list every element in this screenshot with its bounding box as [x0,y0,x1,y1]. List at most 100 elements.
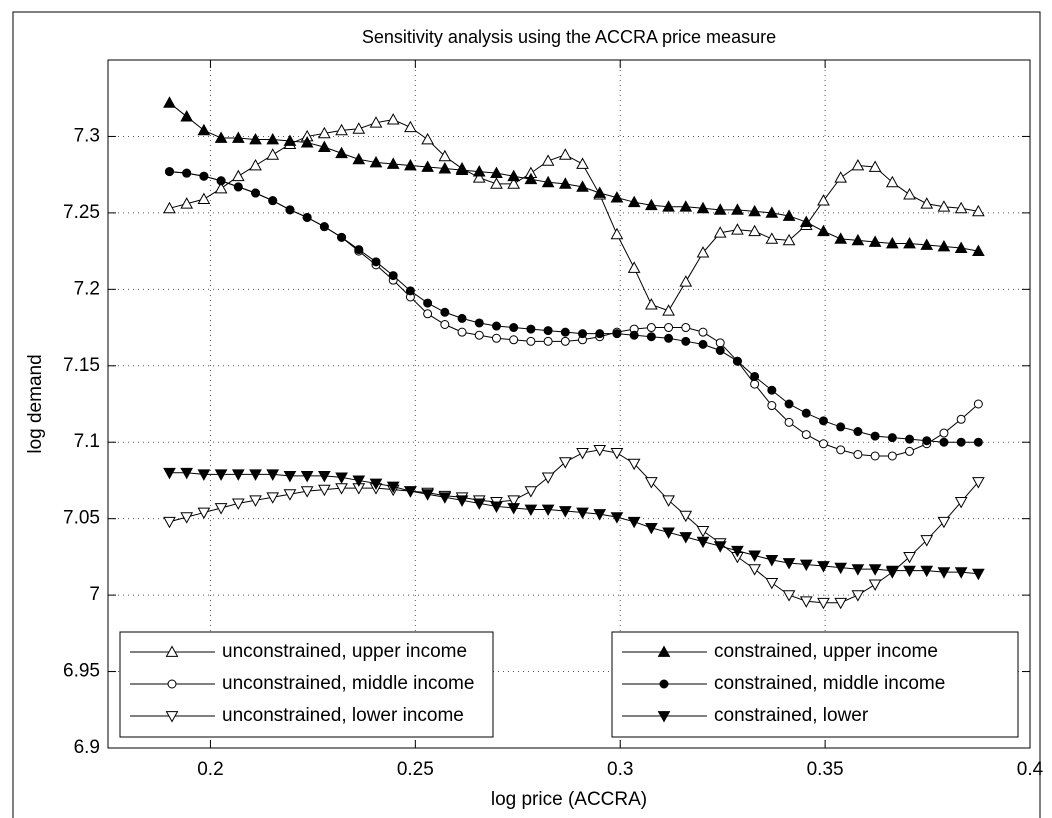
y-tick-label: 7.15 [63,355,100,376]
marker [371,257,381,267]
marker [474,318,484,328]
legend-label: unconstrained, lower income [222,705,464,726]
marker [182,168,192,178]
marker [337,232,347,242]
marker [300,486,314,498]
series [163,467,985,581]
marker [627,195,641,208]
marker [507,503,521,515]
marker [335,146,348,159]
marker [973,437,983,447]
marker [679,532,693,544]
marker [834,232,848,244]
marker [853,449,863,459]
marker [352,475,366,487]
marker [283,470,297,483]
marker [558,457,572,469]
y-tick-label: 7.1 [74,431,100,452]
marker [472,171,486,183]
marker [713,226,727,238]
marker [851,158,865,171]
marker [421,132,434,145]
marker [645,298,658,310]
marker [748,204,761,217]
marker [905,434,915,444]
marker [903,188,916,200]
marker [507,495,521,507]
marker [836,422,846,432]
marker [612,329,622,339]
marker [197,192,211,205]
marker [354,245,364,255]
chart-title: Sensitivity analysis using the ACCRA pri… [362,27,776,47]
marker [197,469,211,481]
marker [817,561,830,573]
marker [490,166,503,179]
x-tick-label: 0.4 [1017,759,1044,780]
marker [972,568,985,581]
marker [903,551,916,564]
marker [214,503,228,515]
marker [853,427,863,437]
y-tick-label: 6.95 [63,661,100,682]
marker [868,160,882,172]
marker [657,711,671,723]
marker [300,136,314,148]
marker [216,176,226,186]
marker [920,238,934,250]
marker [214,181,228,194]
marker [629,330,639,340]
marker [903,236,916,249]
marker [767,385,777,395]
legend-label: unconstrained, middle income [222,673,474,694]
marker [662,304,675,316]
marker [920,565,934,578]
marker [524,172,538,185]
marker [782,233,796,246]
marker [696,525,710,538]
marker [937,567,951,579]
marker [438,492,452,504]
marker [180,467,194,480]
marker [474,330,484,340]
marker [748,224,761,237]
marker [715,345,725,355]
marker [595,329,605,339]
marker [509,323,519,333]
marker [646,323,656,333]
marker [627,261,641,273]
marker [713,203,727,215]
marker [558,177,572,189]
marker [214,131,228,143]
figure-frame [12,11,1041,818]
legend: constrained, upper income constrained, mi… [611,631,1019,738]
marker [784,399,794,409]
marker [491,321,501,331]
marker [657,645,671,657]
marker [679,200,693,212]
marker [164,167,174,177]
marker [423,309,433,319]
marker [713,541,727,553]
marker [750,371,760,381]
marker [369,155,383,168]
marker [283,489,297,501]
marker [231,469,245,481]
marker [765,577,779,590]
marker [231,498,245,510]
marker [335,472,348,484]
marker [731,223,744,235]
marker [490,177,503,189]
marker [231,169,245,182]
marker [937,516,951,529]
marker [664,323,674,333]
marker [973,399,983,409]
marker [524,504,538,517]
legend-label: unconstrained, upper income [222,641,467,662]
marker [251,188,261,198]
marker [750,379,760,389]
marker [817,194,830,206]
marker [249,132,262,145]
marker [541,472,555,484]
marker [972,477,985,489]
